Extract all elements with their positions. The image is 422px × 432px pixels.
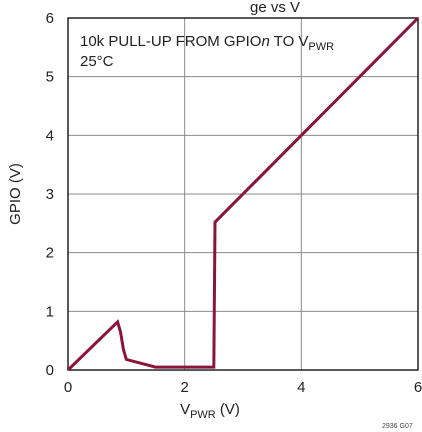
annotation-line-1-sub: PWR	[308, 41, 334, 53]
y-tick-label: 4	[46, 127, 54, 144]
annotation-line-1-mid: TO V	[270, 33, 309, 50]
x-axis-label-sub: PWR	[190, 409, 216, 421]
x-tick-label: 6	[414, 379, 422, 396]
plot-frame	[67, 17, 419, 371]
y-tick-label: 6	[46, 10, 54, 27]
x-axis-label-main: V	[180, 401, 190, 418]
annotation-line-1-prefix: 10k PULL-UP FROM GPIO	[80, 33, 261, 50]
x-tick-label: 4	[297, 379, 305, 396]
x-axis-label-unit: (V)	[216, 401, 240, 418]
x-tick-label: 2	[180, 379, 188, 396]
y-tick-label: 0	[46, 362, 54, 379]
y-tick-label: 5	[46, 69, 54, 86]
annotation-line-2: 25°C	[80, 53, 114, 70]
y-tick-label: 1	[46, 303, 54, 320]
figure-code: 2936 G07	[382, 423, 413, 430]
x-tick-label: 0	[64, 379, 72, 396]
y-axis-label: GPIO (V)	[7, 163, 24, 225]
series-line	[66, 16, 420, 372]
chart-title-fragment: ge vs V	[250, 0, 300, 16]
series-layer	[66, 16, 420, 372]
annotation-line-1-italic: n	[261, 33, 269, 50]
annotation-line-1: 10k PULL-UP FROM GPIOn TO VPWR	[80, 33, 334, 53]
y-tick-label: 3	[46, 186, 54, 203]
tick-labels: 0 2 4 6 0 1 2 3 4 5 6	[46, 10, 422, 396]
y-tick-label: 2	[46, 245, 54, 262]
x-axis-label: VPWR (V)	[180, 401, 240, 421]
